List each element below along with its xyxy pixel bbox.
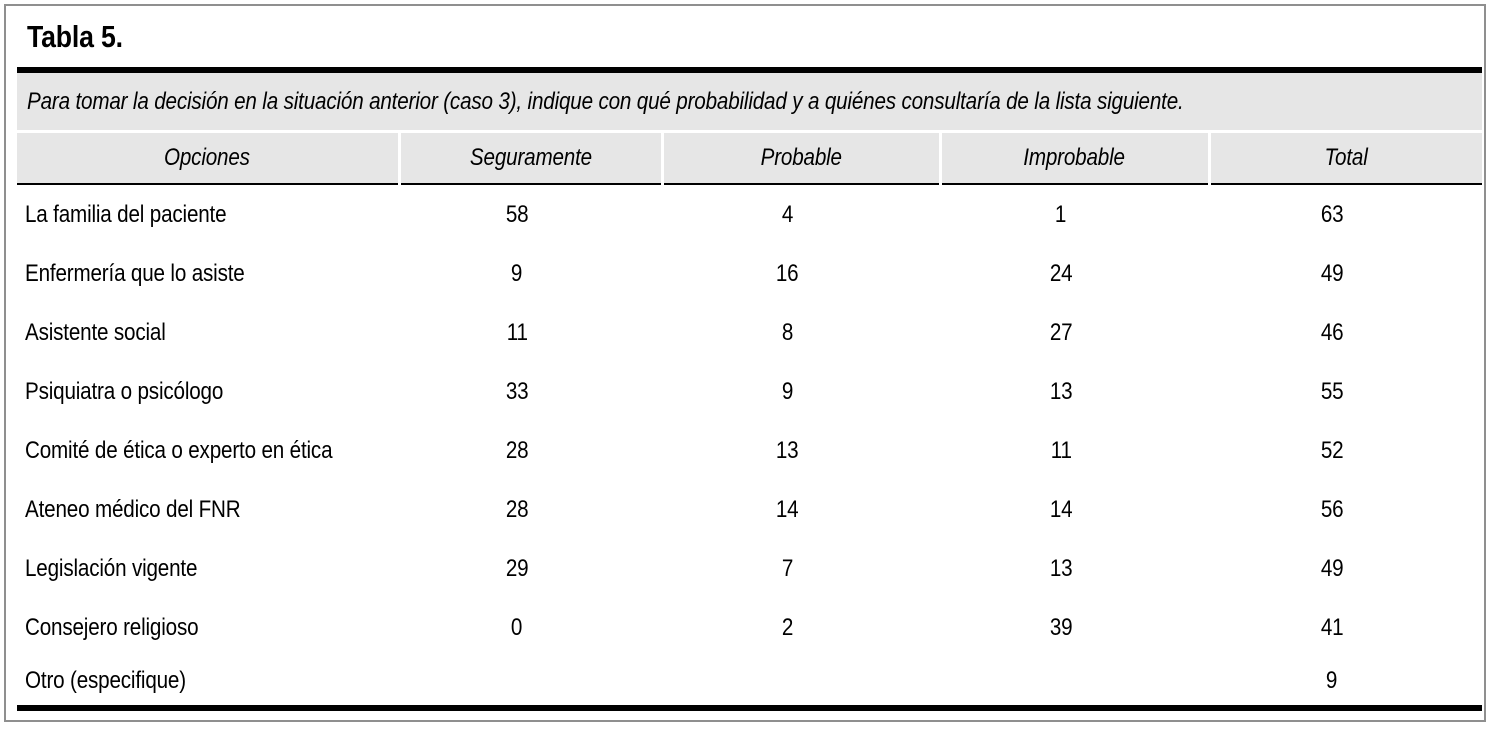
cell-seguramente: 28 bbox=[399, 480, 662, 539]
cell-probable: 8 bbox=[662, 303, 940, 362]
cell-seguramente: 58 bbox=[399, 184, 662, 244]
cell-improbable: 39 bbox=[940, 598, 1209, 657]
cell-improbable: 13 bbox=[940, 539, 1209, 598]
cell-total: 63 bbox=[1209, 184, 1482, 244]
column-header-opciones: Opciones bbox=[17, 131, 399, 185]
table-row: La familia del paciente 58 4 1 63 bbox=[17, 184, 1482, 244]
row-label: Otro (especifique) bbox=[17, 657, 399, 705]
column-header-total: Total bbox=[1207, 131, 1482, 185]
cell-improbable: 27 bbox=[940, 303, 1209, 362]
cell-seguramente: 29 bbox=[399, 539, 662, 598]
cell-improbable: 14 bbox=[940, 480, 1209, 539]
top-rule bbox=[17, 67, 1482, 73]
table-caption: Para tomar la decisión en la situación a… bbox=[17, 73, 1482, 133]
cell-total: 41 bbox=[1209, 598, 1482, 657]
caption-row: Para tomar la decisión en la situación a… bbox=[17, 73, 1482, 133]
table-row: Otro (especifique) 9 bbox=[17, 657, 1482, 705]
cell-probable: 4 bbox=[662, 184, 940, 244]
cell-improbable bbox=[940, 657, 1209, 705]
row-label: Legislación vigente bbox=[17, 539, 399, 598]
row-label: Asistente social bbox=[17, 303, 399, 362]
cell-total: 49 bbox=[1209, 244, 1482, 303]
cell-probable: 7 bbox=[662, 539, 940, 598]
cell-total: 52 bbox=[1209, 421, 1482, 480]
paper-frame: Tabla 5. Para tomar la decisión en la si… bbox=[4, 4, 1486, 722]
row-label: Enfermería que lo asiste bbox=[17, 244, 399, 303]
table-title-text: Tabla 5. bbox=[27, 19, 123, 54]
cell-total: 49 bbox=[1209, 539, 1482, 598]
table-row: Comité de ética o experto en ética 28 13… bbox=[17, 421, 1482, 480]
table-row: Enfermería que lo asiste 9 16 24 49 bbox=[17, 244, 1482, 303]
header-row: Opciones Seguramente Probable Improbable… bbox=[17, 131, 1482, 185]
row-label: La familia del paciente bbox=[17, 184, 399, 244]
row-label: Comité de ética o experto en ética bbox=[17, 421, 399, 480]
column-header-improbable: Improbable bbox=[938, 131, 1209, 185]
cell-improbable: 13 bbox=[940, 362, 1209, 421]
cell-probable: 16 bbox=[662, 244, 940, 303]
table-row: Asistente social 11 8 27 46 bbox=[17, 303, 1482, 362]
table-row: Ateneo médico del FNR 28 14 14 56 bbox=[17, 480, 1482, 539]
table-row: Psiquiatra o psicólogo 33 9 13 55 bbox=[17, 362, 1482, 421]
row-label: Ateneo médico del FNR bbox=[17, 480, 399, 539]
cell-improbable: 11 bbox=[940, 421, 1209, 480]
table-row: Legislación vigente 29 7 13 49 bbox=[17, 539, 1482, 598]
cell-probable: 2 bbox=[662, 598, 940, 657]
cell-probable: 9 bbox=[662, 362, 940, 421]
cell-seguramente: 28 bbox=[399, 421, 662, 480]
cell-seguramente: 0 bbox=[399, 598, 662, 657]
cell-seguramente bbox=[399, 657, 662, 705]
cell-total: 56 bbox=[1209, 480, 1482, 539]
results-table: Para tomar la decisión en la situación a… bbox=[17, 73, 1482, 705]
cell-total: 46 bbox=[1209, 303, 1482, 362]
bottom-rule bbox=[17, 705, 1482, 711]
row-label: Consejero religioso bbox=[17, 598, 399, 657]
table-title: Tabla 5. bbox=[27, 20, 1476, 54]
row-label: Psiquiatra o psicólogo bbox=[17, 362, 399, 421]
cell-seguramente: 11 bbox=[399, 303, 662, 362]
cell-total: 9 bbox=[1209, 657, 1482, 705]
table-block: Tabla 5. Para tomar la decisión en la si… bbox=[17, 20, 1482, 711]
cell-improbable: 1 bbox=[940, 184, 1209, 244]
cell-total: 55 bbox=[1209, 362, 1482, 421]
cell-probable bbox=[662, 657, 940, 705]
cell-seguramente: 9 bbox=[399, 244, 662, 303]
cell-seguramente: 33 bbox=[399, 362, 662, 421]
table-row: Consejero religioso 0 2 39 41 bbox=[17, 598, 1482, 657]
column-header-probable: Probable bbox=[660, 131, 940, 185]
cell-probable: 13 bbox=[662, 421, 940, 480]
cell-improbable: 24 bbox=[940, 244, 1209, 303]
column-header-seguramente: Seguramente bbox=[397, 131, 662, 185]
cell-probable: 14 bbox=[662, 480, 940, 539]
